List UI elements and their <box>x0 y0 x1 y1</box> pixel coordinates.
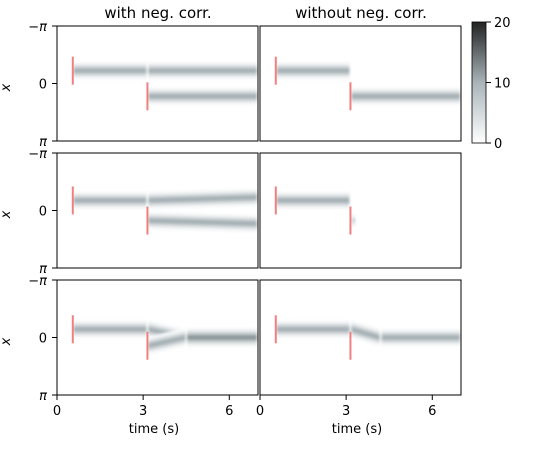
bump-band <box>73 69 147 72</box>
colorbar-gradient <box>471 21 487 144</box>
activity-bumps <box>73 320 257 355</box>
y-axis-label: x <box>0 83 14 92</box>
bump-band <box>148 69 257 72</box>
bump-band <box>73 199 147 202</box>
panel-background <box>57 26 258 141</box>
panel-frame <box>259 152 462 269</box>
y-axis-label: x <box>0 210 14 219</box>
y-tick-label: −π <box>28 147 47 162</box>
activity-bumps <box>73 188 257 233</box>
activity-bumps <box>276 61 460 106</box>
x-tick-label: 3 <box>139 404 147 419</box>
bump-band <box>148 219 257 225</box>
panel-0-0 <box>52 25 259 142</box>
colorbar-tick-label: 0 <box>494 137 502 152</box>
bump-band <box>351 219 356 222</box>
y-tick-label: 0 <box>39 332 47 347</box>
y-tick-label: π <box>39 262 47 277</box>
heatmap-panels <box>52 25 462 400</box>
panel-background <box>260 26 461 141</box>
panel-1-0 <box>52 152 259 269</box>
y-tick-label: −π <box>28 274 47 289</box>
activity-bumps <box>276 320 460 347</box>
x-tick-label: 0 <box>256 404 264 419</box>
x-tick-label: 3 <box>342 404 350 419</box>
panel-background <box>57 153 258 268</box>
bump-band <box>381 336 460 339</box>
colorbar: 0 10 20 <box>471 16 511 152</box>
bump-band <box>351 328 380 339</box>
x-tick-label: 6 <box>225 404 233 419</box>
y-tick-label: π <box>39 389 47 404</box>
panel-frame <box>259 279 462 396</box>
activity-bumps <box>73 61 257 106</box>
y-tick-label: −π <box>28 20 47 35</box>
x-axis-label: time (s) <box>129 422 179 437</box>
bump-band <box>73 328 147 331</box>
column-title-left: with neg. corr. <box>104 4 211 22</box>
activity-bumps <box>276 191 356 229</box>
bump-band <box>351 95 460 98</box>
panel-0-1 <box>259 25 462 142</box>
colorbar-tick-label: 20 <box>494 16 511 31</box>
y-axis-label: x <box>0 337 14 346</box>
y-tick-label: 0 <box>39 78 47 93</box>
bump-band <box>148 95 257 98</box>
bump-band <box>276 328 350 331</box>
colorbar-ticks: 0 10 20 <box>486 16 511 152</box>
panel-frame <box>259 25 462 142</box>
y-tick-label: π <box>39 135 47 150</box>
bump-band <box>148 336 186 347</box>
bump-band <box>187 336 257 339</box>
panel-1-1 <box>259 152 462 269</box>
colorbar-tick-label: 10 <box>494 77 511 92</box>
x-axis-label: time (s) <box>332 422 382 437</box>
x-tick-label: 0 <box>53 404 61 419</box>
panel-2-1 <box>259 279 462 400</box>
column-title-right: without neg. corr. <box>295 4 427 22</box>
bump-band <box>276 69 350 72</box>
x-tick-label: 6 <box>428 404 436 419</box>
panel-background <box>260 153 461 268</box>
panel-2-0 <box>52 279 259 400</box>
y-tick-label: 0 <box>39 205 47 220</box>
bump-band <box>276 199 350 202</box>
bump-band <box>148 196 257 202</box>
